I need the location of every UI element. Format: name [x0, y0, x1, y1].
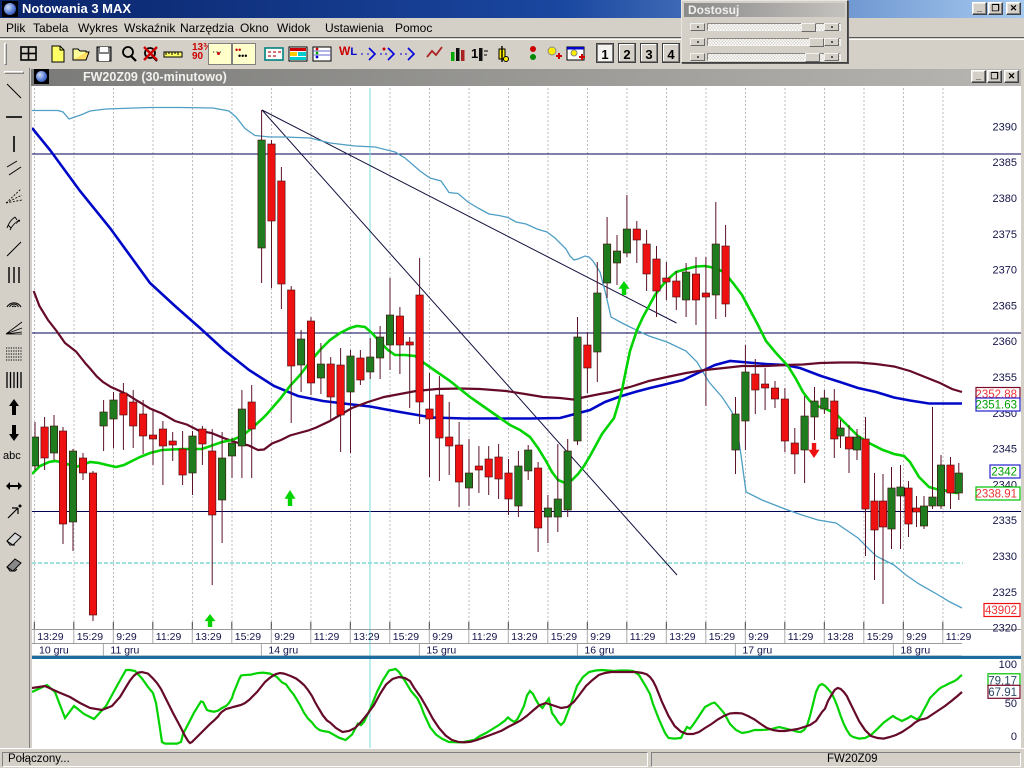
- svg-text:15:29: 15:29: [867, 631, 893, 643]
- svg-text:13:29: 13:29: [195, 631, 221, 643]
- svg-text:13:29: 13:29: [511, 631, 537, 643]
- svg-text:9:29: 9:29: [590, 631, 611, 643]
- svg-text:2335: 2335: [993, 515, 1017, 527]
- svg-text:2355: 2355: [993, 372, 1017, 384]
- svg-text:2345: 2345: [993, 444, 1017, 456]
- svg-text:15:29: 15:29: [235, 631, 261, 643]
- svg-text:1: 1: [471, 46, 478, 61]
- svg-text:10 gru: 10 gru: [39, 645, 69, 657]
- svg-text:13:29: 13:29: [37, 631, 63, 643]
- svg-text:2365: 2365: [993, 300, 1017, 312]
- svg-text:2330: 2330: [993, 551, 1017, 563]
- svg-text:2342: 2342: [991, 467, 1017, 479]
- svg-text:2320: 2320: [993, 623, 1017, 635]
- svg-text:2380: 2380: [993, 193, 1017, 205]
- svg-text:9:29: 9:29: [748, 631, 769, 643]
- svg-text:11 gru: 11 gru: [110, 645, 139, 657]
- svg-text:14 gru: 14 gru: [268, 645, 298, 657]
- svg-text:17 gru: 17 gru: [742, 645, 772, 657]
- svg-text:15:29: 15:29: [77, 631, 103, 643]
- svg-text:2385: 2385: [993, 157, 1017, 169]
- svg-text:100: 100: [999, 659, 1017, 671]
- svg-text:18 gru: 18 gru: [900, 645, 930, 657]
- svg-text:13:28: 13:28: [827, 631, 853, 643]
- svg-text:2338.91: 2338.91: [975, 489, 1017, 501]
- svg-text:50: 50: [1005, 698, 1017, 710]
- svg-text:↗: ↗: [15, 219, 21, 226]
- svg-text:11:29: 11:29: [472, 631, 498, 643]
- svg-text:9:29: 9:29: [274, 631, 295, 643]
- svg-text:15:29: 15:29: [551, 631, 577, 643]
- svg-text:43902: 43902: [985, 605, 1017, 617]
- svg-text:11:29: 11:29: [946, 631, 972, 643]
- svg-text:0: 0: [1011, 731, 1017, 743]
- svg-text:2360: 2360: [993, 336, 1017, 348]
- svg-text:13:29: 13:29: [353, 631, 379, 643]
- svg-text:9:29: 9:29: [906, 631, 927, 643]
- svg-text:15:29: 15:29: [709, 631, 735, 643]
- svg-text:2375: 2375: [993, 229, 1017, 241]
- svg-text:2370: 2370: [993, 265, 1017, 277]
- svg-text:15 gru: 15 gru: [426, 645, 456, 657]
- svg-text:11:29: 11:29: [314, 631, 340, 643]
- svg-text:16 gru: 16 gru: [584, 645, 614, 657]
- svg-text:13:29: 13:29: [669, 631, 695, 643]
- svg-text:11:29: 11:29: [788, 631, 814, 643]
- svg-text:79.17: 79.17: [988, 676, 1017, 688]
- svg-text:9:29: 9:29: [432, 631, 453, 643]
- svg-text:2351.63: 2351.63: [975, 400, 1017, 412]
- svg-text:11:29: 11:29: [630, 631, 656, 643]
- svg-text:2325: 2325: [993, 587, 1017, 599]
- svg-text:2390: 2390: [993, 121, 1017, 133]
- svg-text:15:29: 15:29: [393, 631, 419, 643]
- svg-text:9:29: 9:29: [116, 631, 137, 643]
- svg-text:67.91: 67.91: [988, 687, 1017, 699]
- svg-text:11:29: 11:29: [156, 631, 182, 643]
